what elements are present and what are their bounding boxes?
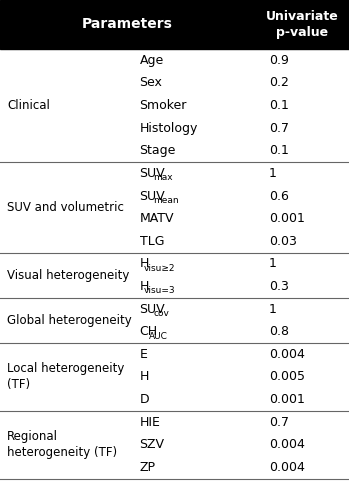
Text: CH: CH (140, 325, 158, 338)
Text: E: E (140, 348, 148, 361)
Text: H: H (140, 257, 149, 270)
Text: 1: 1 (269, 303, 277, 316)
Text: mean: mean (153, 196, 179, 205)
Text: cov: cov (153, 309, 169, 318)
Text: 0.9: 0.9 (269, 54, 289, 67)
Text: Stage: Stage (140, 144, 176, 157)
Text: HIE: HIE (140, 416, 161, 429)
Text: SUV and volumetric: SUV and volumetric (7, 201, 124, 214)
Text: 0.8: 0.8 (269, 325, 289, 338)
Text: 0.004: 0.004 (269, 348, 305, 361)
Text: H: H (140, 370, 149, 383)
Text: Univariate
p-value: Univariate p-value (266, 10, 338, 39)
Text: 0.7: 0.7 (269, 122, 289, 135)
Text: ZP: ZP (140, 461, 156, 474)
Text: 0.005: 0.005 (269, 370, 305, 383)
Bar (0, 0, 349, 49)
Text: Clinical: Clinical (7, 99, 50, 112)
Text: 1: 1 (269, 257, 277, 270)
Text: 0.001: 0.001 (269, 212, 305, 225)
Text: 0.6: 0.6 (269, 190, 289, 202)
Text: Regional
heterogeneity (TF): Regional heterogeneity (TF) (7, 430, 117, 459)
Text: H: H (140, 280, 149, 293)
Text: visu≥2: visu≥2 (144, 264, 176, 273)
Text: 0.1: 0.1 (269, 99, 289, 112)
Text: TLG: TLG (140, 235, 164, 248)
Text: MATV: MATV (140, 212, 174, 225)
Text: Smoker: Smoker (140, 99, 187, 112)
Text: 0.7: 0.7 (269, 416, 289, 429)
Text: SUV: SUV (140, 303, 165, 316)
Text: Global heterogeneity: Global heterogeneity (7, 314, 132, 327)
Text: AUC: AUC (149, 332, 168, 341)
Text: 0.004: 0.004 (269, 438, 305, 451)
Text: 0.03: 0.03 (269, 235, 297, 248)
Text: SUV: SUV (140, 190, 165, 202)
Text: Sex: Sex (140, 76, 163, 89)
Text: 0.2: 0.2 (269, 76, 289, 89)
Text: 0.1: 0.1 (269, 144, 289, 157)
Text: Local heterogeneity
(TF): Local heterogeneity (TF) (7, 363, 124, 392)
Text: 1: 1 (269, 167, 277, 180)
Text: Age: Age (140, 54, 164, 67)
Text: 0.3: 0.3 (269, 280, 289, 293)
Text: max: max (153, 173, 173, 182)
Text: 0.001: 0.001 (269, 393, 305, 406)
Text: visu=3: visu=3 (144, 286, 176, 295)
Text: 0.004: 0.004 (269, 461, 305, 474)
Text: D: D (140, 393, 149, 406)
Text: Histology: Histology (140, 122, 198, 135)
Text: Parameters: Parameters (82, 18, 173, 31)
Text: SUV: SUV (140, 167, 165, 180)
Text: Visual heterogeneity: Visual heterogeneity (7, 269, 129, 282)
Text: SZV: SZV (140, 438, 165, 451)
